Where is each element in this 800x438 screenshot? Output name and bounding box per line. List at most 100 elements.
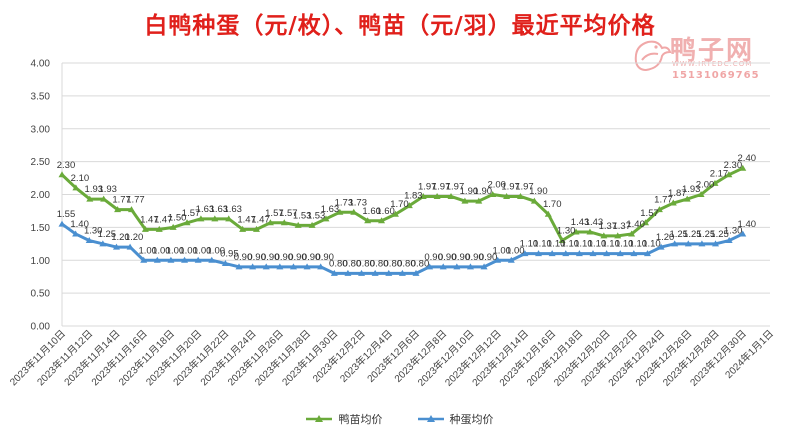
data-label: 1.20 xyxy=(125,232,144,243)
data-label: 1.40 xyxy=(70,219,89,230)
data-label: 0.80 xyxy=(329,258,348,269)
data-point xyxy=(712,240,720,247)
data-label: 0.80 xyxy=(370,258,389,269)
watermark-phone: 15131069765 xyxy=(672,70,760,81)
data-point xyxy=(489,191,497,197)
data-point xyxy=(322,215,330,222)
data-label: 1.10 xyxy=(574,239,593,250)
data-point xyxy=(86,195,94,202)
data-point xyxy=(262,263,270,270)
data-label: 1.40 xyxy=(626,219,645,230)
data-point xyxy=(657,243,665,250)
x-axis-ticks: 2023年11月10日2023年11月12日2023年11月14日2023年11… xyxy=(7,327,776,389)
data-label: 1.63 xyxy=(210,204,229,215)
data-label: 1.10 xyxy=(629,239,648,250)
data-label: 1.10 xyxy=(520,239,539,250)
data-point xyxy=(336,208,344,215)
data-label: 1.30 xyxy=(557,226,576,237)
data-label: 0.90 xyxy=(302,252,321,263)
data-point xyxy=(643,250,651,257)
data-point xyxy=(58,171,66,178)
data-point xyxy=(266,219,274,226)
data-label: 0.80 xyxy=(356,258,375,269)
data-point xyxy=(503,192,511,199)
data-label: 2.40 xyxy=(738,153,757,164)
data-label: 1.47 xyxy=(237,214,256,225)
data-point xyxy=(58,220,66,227)
data-point xyxy=(600,232,608,239)
data-label: 1.25 xyxy=(697,229,716,240)
data-label: 1.40 xyxy=(738,219,757,230)
data-point xyxy=(308,221,316,228)
data-point xyxy=(239,225,247,232)
data-point xyxy=(127,206,135,213)
data-point xyxy=(350,208,358,215)
chart-title: 白鸭种蛋（元/枚）、鸭苗（元/羽）最近平均价格 xyxy=(144,13,656,39)
data-point xyxy=(589,250,597,257)
data-point xyxy=(453,263,461,270)
data-label: 1.70 xyxy=(543,199,562,210)
data-label: 1.37 xyxy=(612,221,631,232)
data-label: 1.77 xyxy=(126,195,145,206)
data-point xyxy=(480,263,488,270)
data-label: 0.90 xyxy=(452,252,471,263)
data-label: 1.00 xyxy=(193,245,212,256)
data-label: 1.55 xyxy=(57,209,76,220)
data-label: 1.30 xyxy=(84,226,103,237)
data-point xyxy=(684,240,692,247)
data-point xyxy=(711,179,719,186)
data-point xyxy=(439,263,447,270)
data-label: 0.80 xyxy=(384,258,403,269)
data-label: 1.60 xyxy=(362,206,381,217)
data-label: 1.97 xyxy=(432,181,451,192)
data-point xyxy=(447,192,455,199)
watermark-brand: 鸭子网 xyxy=(670,36,755,66)
data-point xyxy=(169,223,177,230)
data-point xyxy=(181,256,189,263)
data-labels: 2.302.101.931.931.771.771.471.471.501.57… xyxy=(57,153,756,269)
data-label: 1.43 xyxy=(585,217,604,228)
data-label: 1.77 xyxy=(654,195,673,206)
data-point xyxy=(100,195,108,202)
data-label: 1.25 xyxy=(669,229,688,240)
data-point xyxy=(99,240,107,247)
y-tick-label: 1.50 xyxy=(31,223,51,234)
data-point xyxy=(211,215,219,222)
data-point xyxy=(153,256,161,263)
data-point xyxy=(433,192,441,199)
data-label: 1.87 xyxy=(668,188,687,199)
data-point xyxy=(575,250,583,257)
data-point xyxy=(494,256,502,263)
data-label: 1.97 xyxy=(418,181,437,192)
data-point xyxy=(461,197,469,204)
data-point xyxy=(683,195,691,202)
data-label: 1.93 xyxy=(682,184,701,195)
data-label: 0.80 xyxy=(411,258,430,269)
data-point xyxy=(126,243,134,250)
data-point xyxy=(155,225,163,232)
data-label: 1.90 xyxy=(460,186,479,197)
data-point xyxy=(114,206,122,213)
data-label: 1.93 xyxy=(85,184,104,195)
data-label: 1.47 xyxy=(251,214,270,225)
data-point xyxy=(669,199,677,206)
data-point xyxy=(642,219,650,226)
data-label: 1.30 xyxy=(724,226,743,237)
data-point xyxy=(739,164,747,171)
data-label: 1.53 xyxy=(307,210,326,221)
data-point xyxy=(562,250,570,257)
data-label: 1.25 xyxy=(683,229,702,240)
data-label: 1.83 xyxy=(404,191,423,202)
data-point xyxy=(698,240,706,247)
data-label: 1.63 xyxy=(196,204,215,215)
legend-egg-marker-icon xyxy=(417,415,444,422)
data-label: 0.90 xyxy=(315,252,334,263)
data-label: 2.17 xyxy=(710,168,729,179)
data-label: 1.90 xyxy=(529,186,548,197)
data-point xyxy=(364,217,372,224)
data-label: 1.10 xyxy=(642,239,661,250)
data-label: 0.90 xyxy=(261,252,280,263)
data-point xyxy=(276,263,284,270)
data-label: 1.97 xyxy=(446,181,465,192)
data-label: 1.00 xyxy=(138,245,157,256)
